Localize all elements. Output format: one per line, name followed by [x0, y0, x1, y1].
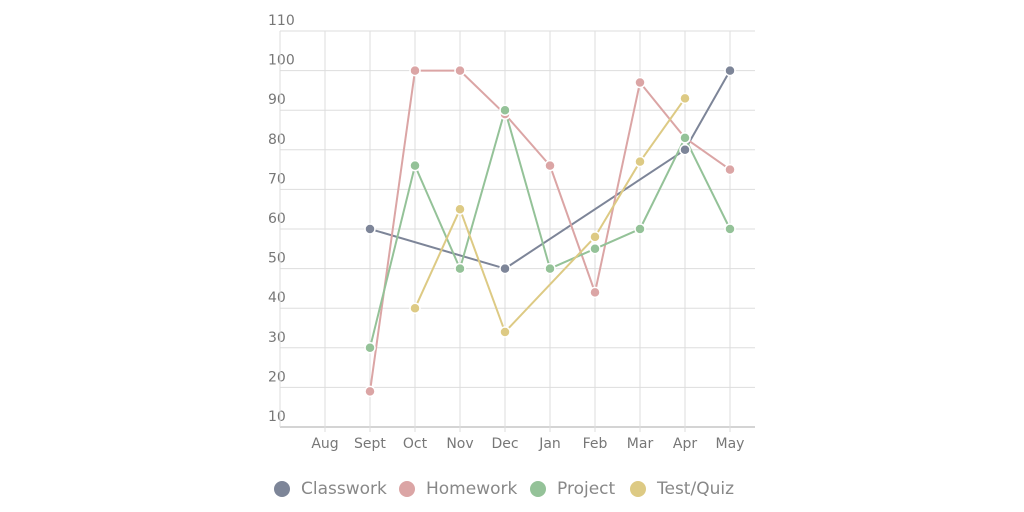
- y-tick-label: 100: [268, 53, 295, 69]
- point: [409, 64, 421, 77]
- point: [589, 243, 601, 255]
- point: [724, 163, 736, 176]
- y-tick-label: 70: [268, 171, 286, 187]
- line-segment: [414, 208, 461, 309]
- point: [454, 64, 466, 77]
- y-tick-label: 60: [268, 211, 286, 227]
- point: [589, 286, 601, 299]
- point: [589, 231, 601, 243]
- line-segment: [414, 165, 461, 270]
- point: [634, 223, 646, 235]
- point: [499, 104, 511, 116]
- line-segment: [594, 228, 641, 250]
- line-segment: [639, 137, 686, 230]
- point: [454, 262, 466, 275]
- line-segment: [504, 109, 551, 269]
- line-segment: [369, 70, 416, 392]
- line-segment: [684, 137, 731, 230]
- x-tick-label: Jan: [538, 436, 561, 452]
- y-tick-label: 10: [268, 409, 286, 425]
- line-segment: [504, 236, 596, 333]
- point: [679, 92, 691, 105]
- line-segment: [684, 137, 731, 171]
- line-segment: [504, 113, 551, 167]
- line-segment: [639, 81, 686, 139]
- y-tick-label: 40: [268, 290, 286, 306]
- line-segment: [369, 165, 416, 349]
- line-segment: [639, 97, 686, 163]
- x-tick-label: Sept: [354, 436, 386, 452]
- x-tick-label: Dec: [491, 436, 518, 452]
- legend-swatch: [530, 481, 546, 497]
- point: [724, 223, 736, 235]
- legend-label: Homework: [426, 479, 517, 499]
- legend-swatch: [630, 481, 646, 497]
- y-tick-label: 110: [268, 13, 295, 29]
- line-segment: [459, 109, 506, 269]
- x-tick-label: Apr: [673, 436, 697, 452]
- point: [454, 203, 466, 215]
- point: [409, 302, 421, 314]
- x-tick-label: Oct: [403, 436, 428, 452]
- point: [499, 326, 511, 338]
- point: [544, 262, 556, 275]
- y-tick-label: 50: [268, 251, 286, 267]
- line-segment: [594, 82, 641, 293]
- line-segment: [549, 165, 596, 293]
- y-tick-label: 30: [268, 330, 286, 346]
- legend-label: Project: [557, 479, 615, 499]
- x-tick-label: Mar: [627, 436, 654, 452]
- point: [679, 144, 691, 156]
- point: [544, 159, 556, 172]
- y-tick-label: 20: [268, 369, 286, 385]
- point: [364, 223, 376, 235]
- line-segment: [504, 148, 686, 270]
- legend: Classwork Homework Project Test/Quiz: [274, 479, 734, 499]
- point: [364, 342, 376, 354]
- line-segment: [549, 247, 596, 270]
- y-tick-label: 90: [268, 92, 286, 108]
- legend-swatch: [274, 481, 290, 497]
- x-tick-label: Nov: [446, 436, 473, 452]
- legend-label: Test/Quiz: [656, 479, 734, 499]
- point: [634, 155, 646, 168]
- point: [409, 159, 421, 172]
- line-segment: [594, 161, 641, 238]
- line-segment: [459, 208, 506, 333]
- x-tick-label: May: [716, 436, 745, 452]
- legend-swatch: [399, 481, 415, 497]
- line-segment: [459, 69, 506, 115]
- point: [679, 132, 691, 144]
- point: [364, 385, 376, 398]
- point: [499, 262, 511, 275]
- x-tick-label: Aug: [311, 436, 338, 452]
- legend-label: Classwork: [301, 479, 387, 499]
- line-segment: [684, 70, 731, 151]
- y-tick-label: 80: [268, 132, 286, 148]
- point: [634, 76, 646, 89]
- point: [724, 64, 736, 77]
- x-tick-label: Feb: [583, 436, 608, 452]
